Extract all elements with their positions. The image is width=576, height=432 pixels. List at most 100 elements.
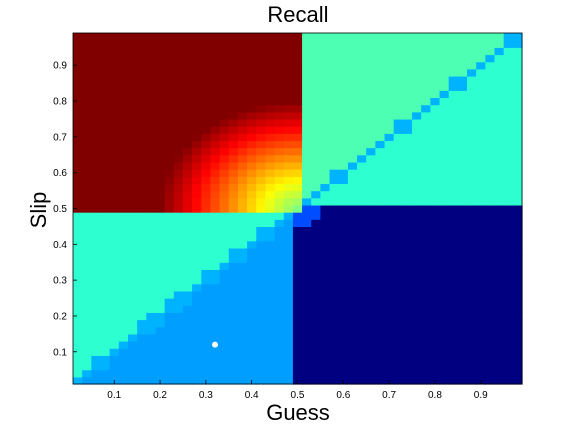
heatmap-cell bbox=[292, 355, 303, 364]
heatmap-cell bbox=[467, 376, 477, 385]
heatmap-cell bbox=[118, 355, 129, 364]
heatmap-cell bbox=[91, 319, 102, 328]
heatmap-cell bbox=[375, 90, 386, 99]
heatmap-cell bbox=[448, 176, 459, 185]
heatmap-cell bbox=[402, 362, 413, 371]
heatmap-cell bbox=[503, 298, 514, 306]
heatmap-cell bbox=[366, 255, 376, 263]
heatmap-cell bbox=[393, 341, 404, 349]
heatmap-cell bbox=[201, 283, 212, 292]
heatmap-cell bbox=[302, 348, 312, 356]
heatmap-cell bbox=[329, 61, 340, 70]
heatmap-cell bbox=[402, 319, 413, 328]
heatmap-cell bbox=[164, 305, 175, 313]
heatmap-cell bbox=[384, 111, 395, 120]
heatmap-cell bbox=[338, 247, 349, 256]
heatmap-cell bbox=[283, 54, 294, 63]
heatmap-cell bbox=[320, 312, 331, 321]
heatmap-cell bbox=[320, 197, 331, 206]
heatmap-cell bbox=[173, 290, 184, 299]
heatmap-cell bbox=[421, 298, 431, 306]
heatmap-cell bbox=[384, 212, 395, 220]
heatmap-cell bbox=[118, 118, 129, 127]
heatmap-cell bbox=[467, 176, 477, 185]
heatmap-cell bbox=[402, 290, 413, 299]
heatmap-cell bbox=[357, 219, 367, 227]
heatmap-cell bbox=[393, 255, 404, 263]
heatmap-cell bbox=[412, 326, 422, 335]
heatmap-cell bbox=[375, 133, 386, 142]
heatmap-cell bbox=[384, 276, 395, 285]
heatmap-cell bbox=[219, 111, 230, 120]
heatmap-cell bbox=[127, 33, 138, 41]
heatmap-cell bbox=[485, 305, 496, 313]
heatmap-cell bbox=[228, 54, 239, 63]
heatmap-cell bbox=[73, 140, 83, 149]
heatmap-cell bbox=[210, 68, 221, 77]
heatmap-cell bbox=[247, 97, 257, 106]
heatmap-cell bbox=[118, 312, 129, 321]
heatmap-cell bbox=[228, 133, 239, 142]
heatmap-cell bbox=[421, 176, 431, 185]
heatmap-cell bbox=[118, 147, 129, 156]
heatmap-cell bbox=[512, 190, 523, 199]
heatmap-cell bbox=[109, 204, 120, 213]
heatmap-cell bbox=[384, 161, 395, 170]
heatmap-cell bbox=[421, 212, 431, 220]
heatmap-cell bbox=[118, 61, 129, 70]
heatmap-cell bbox=[146, 305, 157, 313]
heatmap-cell bbox=[192, 326, 202, 335]
heatmap-cell bbox=[302, 126, 312, 134]
heatmap-cell bbox=[512, 54, 523, 63]
heatmap-cell bbox=[292, 169, 303, 177]
heatmap-cell bbox=[155, 126, 166, 134]
heatmap-cell bbox=[100, 33, 111, 41]
heatmap-cell bbox=[182, 219, 193, 227]
heatmap-cell bbox=[210, 61, 221, 70]
heatmap-cell bbox=[210, 212, 221, 220]
heatmap-cell bbox=[384, 369, 395, 378]
heatmap-cell bbox=[137, 111, 147, 120]
heatmap-cell bbox=[320, 269, 331, 278]
heatmap-cell bbox=[467, 298, 477, 306]
heatmap-cell bbox=[274, 147, 285, 156]
heatmap-cell bbox=[247, 362, 257, 371]
heatmap-cell bbox=[338, 33, 349, 41]
heatmap-cell bbox=[375, 283, 386, 292]
heatmap-cell bbox=[439, 204, 450, 213]
heatmap-cell bbox=[402, 54, 413, 63]
heatmap-cell bbox=[366, 90, 376, 99]
heatmap-cell bbox=[100, 333, 111, 342]
heatmap-cell bbox=[457, 83, 468, 91]
heatmap-cell bbox=[127, 83, 138, 91]
heatmap-cell bbox=[155, 240, 166, 249]
heatmap-cell bbox=[494, 255, 505, 263]
heatmap-cell bbox=[283, 362, 294, 371]
heatmap-cell bbox=[457, 226, 468, 235]
heatmap-cell bbox=[228, 147, 239, 156]
heatmap-cell bbox=[265, 233, 276, 242]
heatmap-cell bbox=[192, 219, 202, 227]
heatmap-cell bbox=[357, 355, 367, 364]
heatmap-cell bbox=[347, 75, 358, 84]
heatmap-cell bbox=[494, 233, 505, 242]
heatmap-cell bbox=[182, 140, 193, 149]
heatmap-cell bbox=[329, 54, 340, 63]
heatmap-cell bbox=[439, 197, 450, 206]
heatmap-cell bbox=[320, 68, 331, 77]
heatmap-cell bbox=[494, 276, 505, 285]
heatmap-cell bbox=[247, 233, 257, 242]
heatmap-cell bbox=[366, 118, 376, 127]
heatmap-cell bbox=[393, 176, 404, 185]
heatmap-cell bbox=[311, 212, 321, 220]
heatmap-cell bbox=[467, 90, 477, 99]
heatmap-cell bbox=[384, 126, 395, 134]
heatmap-cell bbox=[237, 204, 248, 213]
heatmap-cell bbox=[182, 40, 193, 48]
heatmap-cell bbox=[146, 61, 157, 70]
heatmap-cell bbox=[412, 111, 422, 120]
heatmap-cell bbox=[476, 298, 486, 306]
heatmap-cell bbox=[494, 341, 505, 349]
heatmap-cell bbox=[283, 305, 294, 313]
heatmap-cell bbox=[292, 68, 303, 77]
